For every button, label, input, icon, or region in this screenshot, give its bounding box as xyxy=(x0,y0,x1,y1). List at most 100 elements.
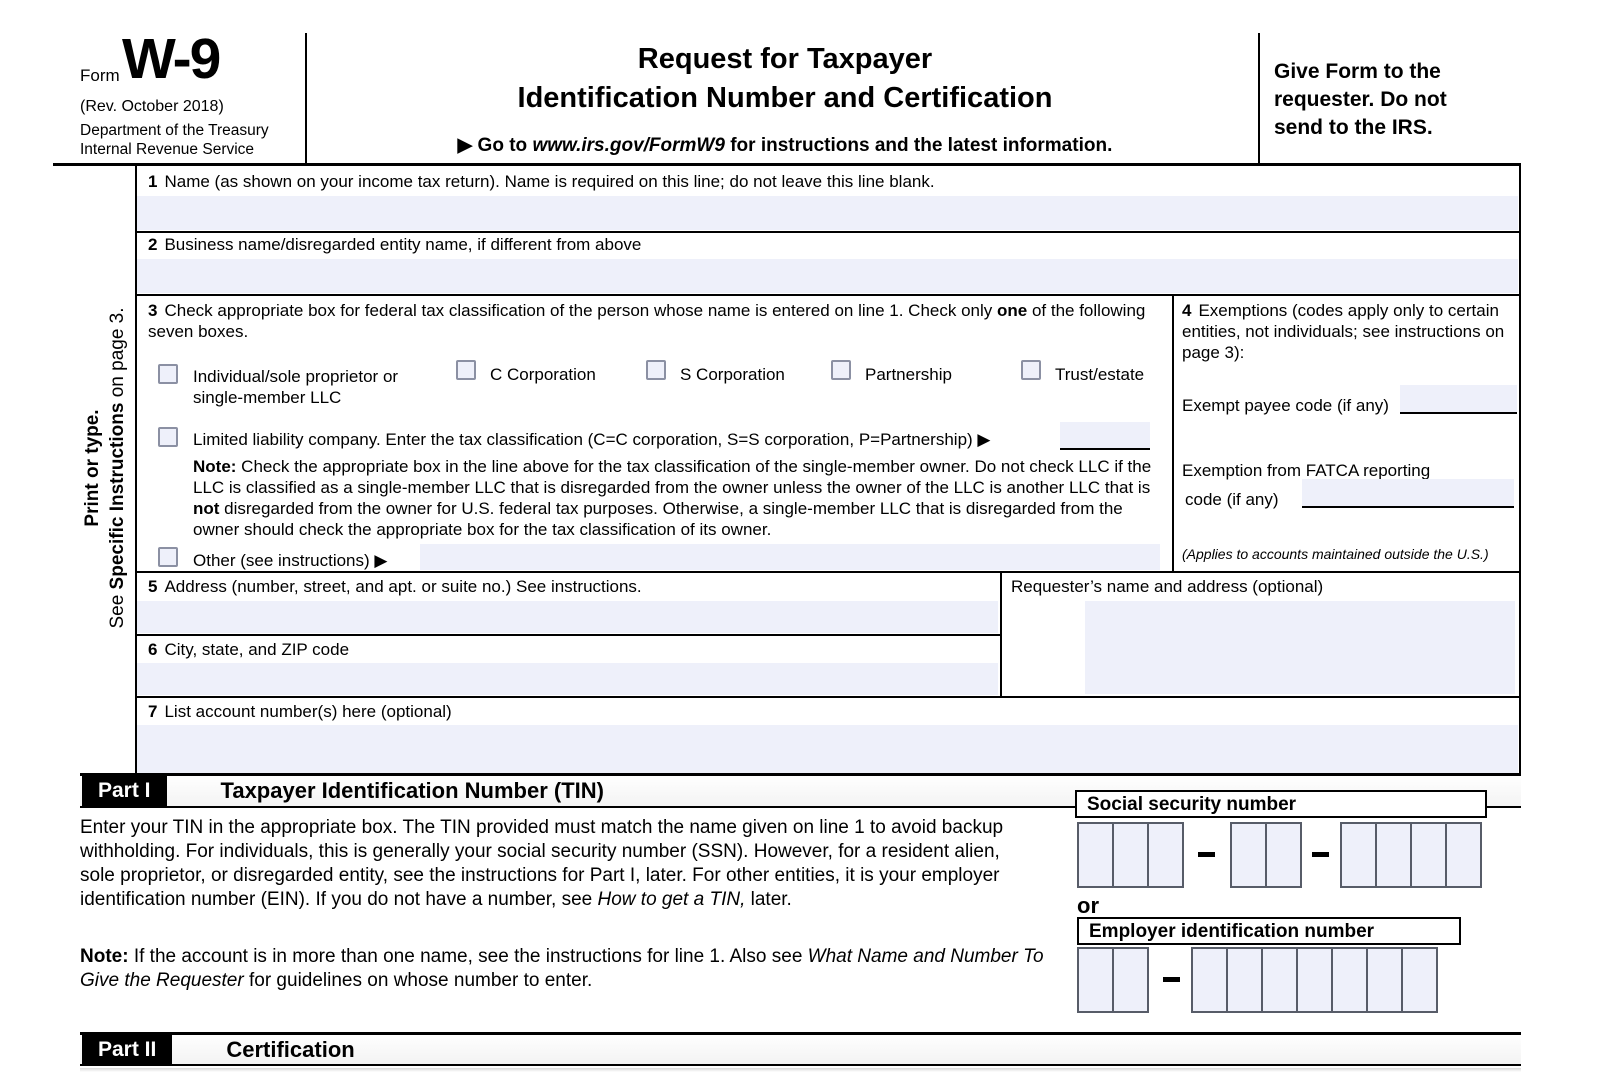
other-input[interactable] xyxy=(420,544,1160,570)
row6-divider xyxy=(135,696,1521,698)
row5-divider xyxy=(135,634,1000,636)
ssn-group-2 xyxy=(1230,822,1302,888)
irs-url[interactable]: www.irs.gov/FormW9 xyxy=(532,135,725,156)
tin-digit-cell[interactable] xyxy=(1366,947,1403,1013)
row1-divider xyxy=(135,231,1521,233)
give-form-note: Give Form to the requester. Do not send … xyxy=(1274,60,1447,139)
sidebar-print-or-type: Print or type. See Specific Instructions… xyxy=(82,307,128,629)
tin-digit-cell[interactable] xyxy=(1340,822,1377,888)
tin-digit-cell[interactable] xyxy=(1296,947,1333,1013)
tin-digit-cell[interactable] xyxy=(1401,947,1438,1013)
arrow-right-icon: ▶ xyxy=(374,551,388,570)
name-input[interactable] xyxy=(137,196,1518,230)
form-revision: (Rev. October 2018) xyxy=(80,98,224,115)
arrow-right-icon: ▶ xyxy=(977,430,991,449)
header-divider-left xyxy=(305,33,307,164)
fatca-label-line2: code (if any) xyxy=(1185,490,1279,509)
tin-digit-cell[interactable] xyxy=(1375,822,1412,888)
header-divider-right xyxy=(1258,33,1260,164)
tin-digit-cell[interactable] xyxy=(1147,822,1184,888)
exempt-payee-label: Exempt payee code (if any) xyxy=(1182,396,1389,415)
fatca-label-line1: Exemption from FATCA reporting xyxy=(1182,461,1431,480)
ssn-dash-2 xyxy=(1312,852,1329,857)
exempt-payee-code-input[interactable] xyxy=(1400,385,1517,414)
tin-digit-cell[interactable] xyxy=(1265,822,1302,888)
part2-shadow xyxy=(80,1068,1521,1072)
checkbox-s-corporation-label: S Corporation xyxy=(680,365,785,384)
llc-label: Limited liability company. Enter the tax… xyxy=(193,430,991,449)
ssn-dash-1 xyxy=(1198,852,1215,857)
line4-label: 4 Exemptions (codes apply only to certain… xyxy=(1182,301,1505,362)
tin-digit-cell[interactable] xyxy=(1112,947,1149,1013)
goto-instruction: ▶ Go to www.irs.gov/FormW9 for instructi… xyxy=(457,135,1113,156)
checkbox-trust-estate-label: Trust/estate xyxy=(1055,365,1145,384)
city-state-zip-input[interactable] xyxy=(137,663,998,695)
form-word: Form xyxy=(80,66,120,85)
checkbox-other[interactable] xyxy=(158,547,178,567)
checkbox-partnership-label: Partnership xyxy=(865,365,952,384)
formbox-right-border xyxy=(1519,165,1521,776)
checkbox-trust-estate[interactable] xyxy=(1021,360,1041,380)
tin-digit-cell[interactable] xyxy=(1112,822,1149,888)
ssn-group-3 xyxy=(1340,822,1482,888)
tin-digit-cell[interactable] xyxy=(1191,947,1228,1013)
ein-box-label: Employer identification number xyxy=(1077,917,1461,945)
part1-note: Note: If the account is in more than one… xyxy=(80,946,1044,991)
or-label: or xyxy=(1077,893,1099,918)
header-bottom-rule xyxy=(53,163,1521,166)
form-title-line2: Identification Number and Certification xyxy=(517,82,1053,114)
tin-digit-cell[interactable] xyxy=(1230,822,1267,888)
part1-intro: Enter your TIN in the appropriate box. T… xyxy=(80,817,1004,910)
line2-label: 2 Business name/disregarded entity name, … xyxy=(148,235,642,254)
formbox-left-border xyxy=(135,165,137,776)
checkbox-s-corporation[interactable] xyxy=(646,360,666,380)
service-label: Internal Revenue Service xyxy=(80,141,255,158)
tin-digit-cell[interactable] xyxy=(1410,822,1447,888)
form-title-line1: Request for Taxpayer xyxy=(637,43,933,75)
row2-divider xyxy=(135,294,1521,296)
llc-classification-input[interactable] xyxy=(1060,422,1150,450)
llc-note: Note: Check the appropriate box in the l… xyxy=(193,457,1152,539)
other-label: Other (see instructions) ▶ xyxy=(193,551,388,570)
part1-title: Taxpayer Identification Number (TIN) xyxy=(220,778,604,803)
address-input[interactable] xyxy=(137,601,998,633)
line3-line4-divider xyxy=(1172,294,1174,571)
line3-label: 3 Check appropriate box for federal tax c… xyxy=(148,301,1146,341)
account-numbers-input[interactable] xyxy=(137,725,1518,774)
address-requester-divider xyxy=(1000,571,1002,696)
checkbox-individual-label: Individual/sole proprietor or single-mem… xyxy=(193,367,399,407)
fatca-code-input[interactable] xyxy=(1302,479,1514,508)
part2-bar: Part II Certification xyxy=(80,1032,1521,1066)
tin-digit-cell[interactable] xyxy=(1331,947,1368,1013)
applies-note: (Applies to accounts maintained outside … xyxy=(1182,546,1489,562)
checkbox-llc[interactable] xyxy=(158,427,178,447)
business-name-input[interactable] xyxy=(137,259,1518,293)
tin-digit-cell[interactable] xyxy=(1226,947,1263,1013)
requester-label: Requester’s name and address (optional) xyxy=(1011,577,1324,596)
checkbox-partnership[interactable] xyxy=(831,360,851,380)
form-title: Request for Taxpayer Identification Numb… xyxy=(330,40,1240,118)
checkbox-c-corporation-label: C Corporation xyxy=(490,365,596,384)
ein-dash xyxy=(1163,977,1180,982)
requester-input[interactable] xyxy=(1085,601,1515,694)
tin-digit-cell[interactable] xyxy=(1077,822,1114,888)
ein-group-1 xyxy=(1077,947,1149,1013)
line7-label: 7 List account number(s) here (optional) xyxy=(148,702,452,721)
line1-label: 1 Name (as shown on your income tax retur… xyxy=(148,172,935,191)
part2-title: Certification xyxy=(226,1036,355,1062)
checkbox-individual[interactable] xyxy=(158,364,178,384)
ssn-group-1 xyxy=(1077,822,1184,888)
form-number: W-9 xyxy=(122,27,221,91)
arrow-right-icon: ▶ xyxy=(457,135,473,156)
tin-digit-cell[interactable] xyxy=(1077,947,1114,1013)
tin-digit-cell[interactable] xyxy=(1261,947,1298,1013)
line5-label: 5 Address (number, street, and apt. or su… xyxy=(148,577,642,596)
tin-digit-cell[interactable] xyxy=(1445,822,1482,888)
row3-divider xyxy=(135,571,1521,573)
line6-label: 6 City, state, and ZIP code xyxy=(148,640,350,659)
ein-group-2 xyxy=(1191,947,1438,1013)
checkbox-c-corporation[interactable] xyxy=(456,360,476,380)
part2-badge: Part II xyxy=(82,1035,173,1064)
department-label: Department of the Treasury xyxy=(80,122,269,139)
